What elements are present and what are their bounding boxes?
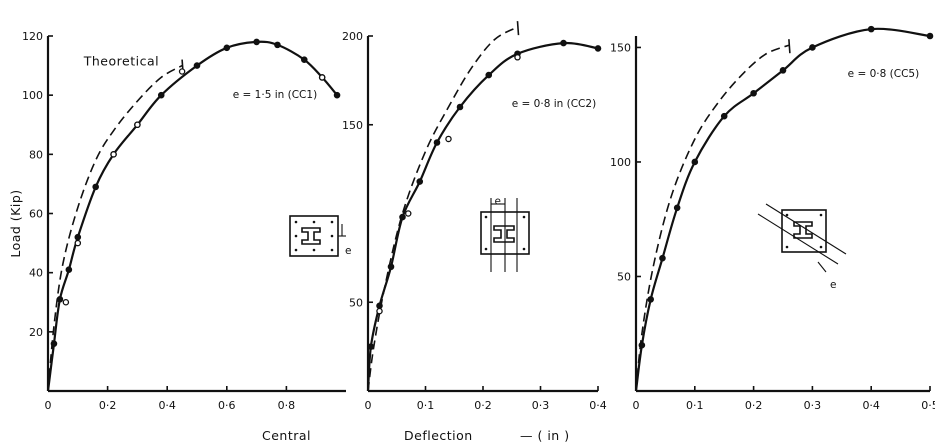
y-tick-label: 20 xyxy=(29,326,43,339)
y-tick-label: 60 xyxy=(29,208,43,221)
data-point-cc1 xyxy=(92,183,99,191)
annotation-cc5: e xyxy=(830,279,836,291)
open-point-cc2 xyxy=(404,210,412,217)
y-axis-title: Load (Kip) xyxy=(8,189,23,257)
annotation-cc2: e xyxy=(495,196,501,208)
x-tick-label: 0 xyxy=(365,399,372,412)
y-tick-label: 100 xyxy=(22,89,43,102)
data-point-cc2 xyxy=(594,45,602,52)
data-point-cc2 xyxy=(456,103,464,111)
data-point-cc1 xyxy=(274,41,281,49)
theoretical-curve-cc1 xyxy=(47,64,183,392)
data-point-cc1 xyxy=(300,56,308,63)
x-tick-label: 0·3 xyxy=(532,399,550,412)
data-point-cc1 xyxy=(50,340,58,347)
data-point-cc1 xyxy=(253,38,260,46)
x-tick-label: 0 xyxy=(45,399,52,412)
x-caption-left: Central xyxy=(262,428,311,443)
experimental-curve-cc5 xyxy=(634,27,931,392)
open-point-cc1 xyxy=(318,74,326,81)
panel-cc2: 0 0·1 0·2 0·3 0·4 50 150 200 e = 0·8 in (CC2) e xyxy=(342,21,607,412)
failure-marker xyxy=(516,21,520,36)
x-tick-label: 0·1 xyxy=(686,399,704,412)
open-point-cc2 xyxy=(445,135,452,143)
x-tick-label: 0·4 xyxy=(589,399,607,412)
y-tick-label: 120 xyxy=(22,30,43,43)
x-tick-label: 0·5 xyxy=(921,399,935,412)
open-point-cc2 xyxy=(376,307,383,315)
data-point-cc2 xyxy=(560,39,567,47)
x-tick-label: 0·6 xyxy=(218,399,236,412)
data-point-cc1 xyxy=(333,91,341,99)
x-tick-label: 0 xyxy=(633,399,640,412)
data-point-cc5 xyxy=(867,25,875,33)
open-point-cc2 xyxy=(514,54,521,61)
data-point-cc2 xyxy=(416,178,424,185)
y-tick-label: 150 xyxy=(342,119,363,132)
ecc-label-cc1: e xyxy=(345,245,351,257)
x-tick-label: 0·2 xyxy=(474,399,492,412)
data-point-cc2 xyxy=(399,213,406,221)
data-point-cc5 xyxy=(720,112,728,120)
panel-cc1: 0 0·2 0·4 0·6 0·8 20 40 60 80 100 120 Load (Kip) The… xyxy=(8,30,346,412)
theoretical-curve-cc5 xyxy=(635,44,790,392)
data-point-cc1 xyxy=(157,91,165,99)
x-tick-label: 0·2 xyxy=(99,399,117,412)
data-point-cc1 xyxy=(223,44,231,52)
failure-marker xyxy=(788,39,791,54)
y-tick-label: 150 xyxy=(610,41,631,54)
data-point-cc5 xyxy=(750,89,757,97)
open-point-cc1 xyxy=(74,239,82,247)
x-caption-right: — ( in ) xyxy=(520,428,570,443)
data-point-cc1 xyxy=(56,295,64,303)
cross-section-cc2 xyxy=(480,198,530,272)
data-point-cc5 xyxy=(673,204,681,212)
data-point-cc2 xyxy=(387,263,395,271)
cross-section-cc5 xyxy=(757,203,847,273)
data-point-cc1 xyxy=(193,62,201,69)
x-caption-middle: Deflection xyxy=(404,428,473,443)
annotation-cc2: e = 0·8 in (CC2) xyxy=(512,98,596,110)
y-tick-label: 40 xyxy=(29,267,43,280)
annotation-cc1: Theoretical xyxy=(83,54,159,69)
y-tick-label: 80 xyxy=(29,148,43,161)
data-point-cc5 xyxy=(779,67,787,74)
x-tick-label: 0·8 xyxy=(278,399,296,412)
data-point-cc1 xyxy=(74,233,82,241)
open-point-cc1 xyxy=(110,151,117,158)
data-point-cc5 xyxy=(809,44,816,51)
y-tick-label: 100 xyxy=(610,156,631,169)
data-point-cc5 xyxy=(647,296,655,303)
panel-cc5: 0 0·1 0·2 0·3 0·4 0·5 50 100 150 e = 0·8 (CC5) e xyxy=(610,25,935,412)
data-point-cc1 xyxy=(65,266,73,274)
open-point-cc1 xyxy=(62,298,70,306)
data-point-cc5 xyxy=(659,254,666,262)
data-point-cc2 xyxy=(485,71,493,79)
data-point-cc2 xyxy=(433,139,441,146)
annotation-cc5: e = 0·8 (CC5) xyxy=(848,68,920,80)
x-tick-label: 0·2 xyxy=(745,399,763,412)
theoretical-curve-cc2 xyxy=(367,26,518,392)
data-point-cc5 xyxy=(638,341,646,349)
data-point-cc2 xyxy=(367,343,375,350)
annotation-cc1: e = 1·5 in (CC1) xyxy=(233,89,317,101)
cross-section-cc1: e xyxy=(289,215,351,257)
y-tick-label: 200 xyxy=(342,30,363,43)
y-tick-label: 50 xyxy=(617,270,631,283)
experimental-curve-cc1 xyxy=(46,40,338,392)
x-tick-label: 0·1 xyxy=(417,399,435,412)
x-tick-label: 0·4 xyxy=(862,399,880,412)
open-point-cc1 xyxy=(178,68,186,75)
y-tick-label: 50 xyxy=(349,296,363,309)
x-tick-label: 0·3 xyxy=(804,399,822,412)
x-tick-label: 0·4 xyxy=(158,399,176,412)
data-point-cc5 xyxy=(926,32,934,40)
open-point-cc1 xyxy=(134,121,141,129)
data-point-cc5 xyxy=(691,158,699,166)
data-point-cc2 xyxy=(376,302,383,310)
